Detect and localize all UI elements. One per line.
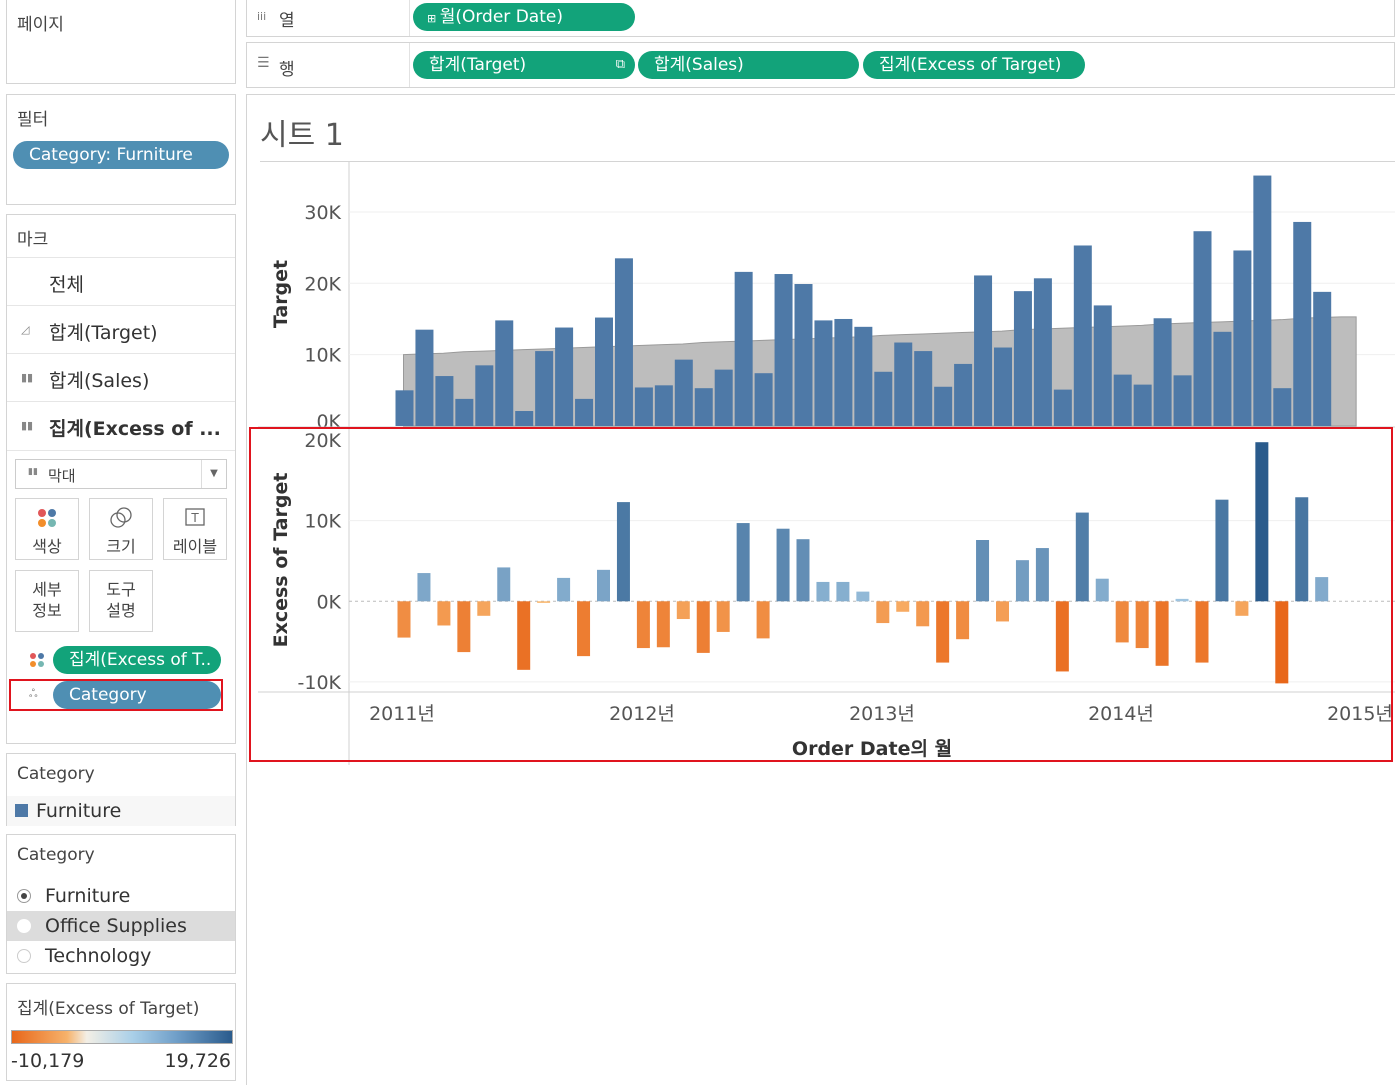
dual-axis-icon: ⧉ [615,57,625,72]
mark-type-dropdown[interactable]: ▮▮ 막대 ▼ [15,459,227,489]
sheet-title-rule [260,161,1395,162]
marks-tab-excess[interactable]: ▮▮ 집계(Excess of ... [7,401,235,451]
color-ramp-min: -10,179 [11,1050,85,1072]
marks-panel: 마크 전체 ◿ 합계(Target) ▮▮ 합계(Sales) ▮▮ 집계(Ex… [6,214,236,744]
chevron-down-icon: ▼ [201,460,226,488]
columns-icon: iii [257,10,267,23]
detail-label-line1: 세부 [32,580,62,599]
marks-tab-sales[interactable]: ▮▮ 합계(Sales) [7,353,235,402]
radio-button-selected[interactable] [17,889,31,903]
radio-button[interactable] [17,949,31,963]
shelf-divider [409,43,410,87]
marks-tab-target[interactable]: ◿ 합계(Target) [7,305,235,354]
rows-label: 행 [279,60,295,80]
radio-option[interactable]: Office Supplies [7,911,235,941]
rows-shelf: ☰ 행 합계(Target) ⧉ 합계(Sales) 집계(Excess of … [246,42,1395,88]
legend-swatch [15,804,28,817]
tooltip-button[interactable]: 도구 설명 [89,570,153,632]
rows-pill-excess[interactable]: 집계(Excess of Target) [863,51,1085,79]
filters-title: 필터 [17,110,49,130]
tooltip-label-line1: 도구 [106,580,136,599]
size-label: 크기 [106,537,136,556]
excess-color-legend-title: 집계(Excess of Target) [17,999,200,1019]
excess-color-legend: 집계(Excess of Target) -10,179 19,726 [6,983,236,1081]
legend-item-label: Furniture [36,800,122,822]
tooltip-label-line2: 설명 [106,601,136,620]
bar-icon: ▮▮ [21,419,34,432]
shelf-divider [409,0,410,36]
filter-pill-category[interactable]: Category: Furniture [13,141,229,169]
bar-icon: ▮▮ [28,467,38,477]
category-legend: Category Furniture [6,753,236,826]
pages-panel: 페이지 [6,0,236,84]
color-field-pill[interactable]: 집계(Excess of T.. [53,646,221,674]
rows-pill-target[interactable]: 합계(Target) ⧉ [413,51,635,79]
label-label: 레이블 [172,537,218,556]
marks-tab-all[interactable]: 전체 [7,257,235,306]
radio-label: Furniture [45,885,131,907]
columns-shelf: iii 열 ⊞ 월(Order Date) [246,0,1395,37]
radio-label: Office Supplies [45,915,187,937]
color-icon [30,653,44,667]
radio-label: Technology [45,945,152,967]
radio-option[interactable]: Furniture [7,881,235,911]
rows-pill-sales[interactable]: 합계(Sales) [638,51,859,79]
filters-panel: 필터 Category: Furniture [6,94,236,205]
marks-tab-label: 집계(Excess of ... [49,418,221,440]
sheet-title: 시트 1 [260,118,344,153]
area-icon: ◿ [21,323,30,336]
detail-icon: ஃ [29,687,38,700]
view-area [246,94,1395,1085]
detail-label-line2: 정보 [32,601,62,620]
bar-icon: ▮▮ [21,371,34,384]
detail-field-pill[interactable]: Category [53,681,221,709]
label-button[interactable]: T 레이블 [163,498,227,560]
color-ramp[interactable] [11,1030,233,1044]
size-icon [110,507,132,528]
color-button[interactable]: 색상 [15,498,79,560]
category-parameter: Category Furniture Office Supplies Techn… [6,834,236,974]
marks-tab-label: 합계(Target) [49,322,158,344]
detail-field-highlight [9,679,223,711]
marks-title: 마크 [17,230,49,250]
mark-type-label: 막대 [48,467,76,485]
legend-item[interactable]: Furniture [7,796,235,826]
expand-icon: ⊞ [427,12,440,25]
color-label: 색상 [32,537,62,556]
category-parameter-title: Category [17,845,95,865]
color-ramp-max: 19,726 [164,1050,231,1072]
columns-pill-label: 월(Order Date) [439,7,563,27]
rows-pill-label: 합계(Target) [429,55,527,75]
pages-title: 페이지 [17,15,64,35]
columns-label: 열 [279,11,295,31]
marks-tab-label: 합계(Sales) [49,370,150,392]
detail-button[interactable]: 세부 정보 [15,570,79,632]
radio-option[interactable]: Technology [7,941,235,971]
text-label-icon: T [185,508,205,526]
radio-button[interactable] [17,919,31,933]
size-button[interactable]: 크기 [89,498,153,560]
color-icon [38,509,56,527]
rows-icon: ☰ [257,55,270,71]
marks-tab-label: 전체 [49,274,84,296]
columns-pill[interactable]: ⊞ 월(Order Date) [413,3,635,31]
category-legend-title: Category [17,764,95,784]
svg-text:T: T [190,511,199,525]
